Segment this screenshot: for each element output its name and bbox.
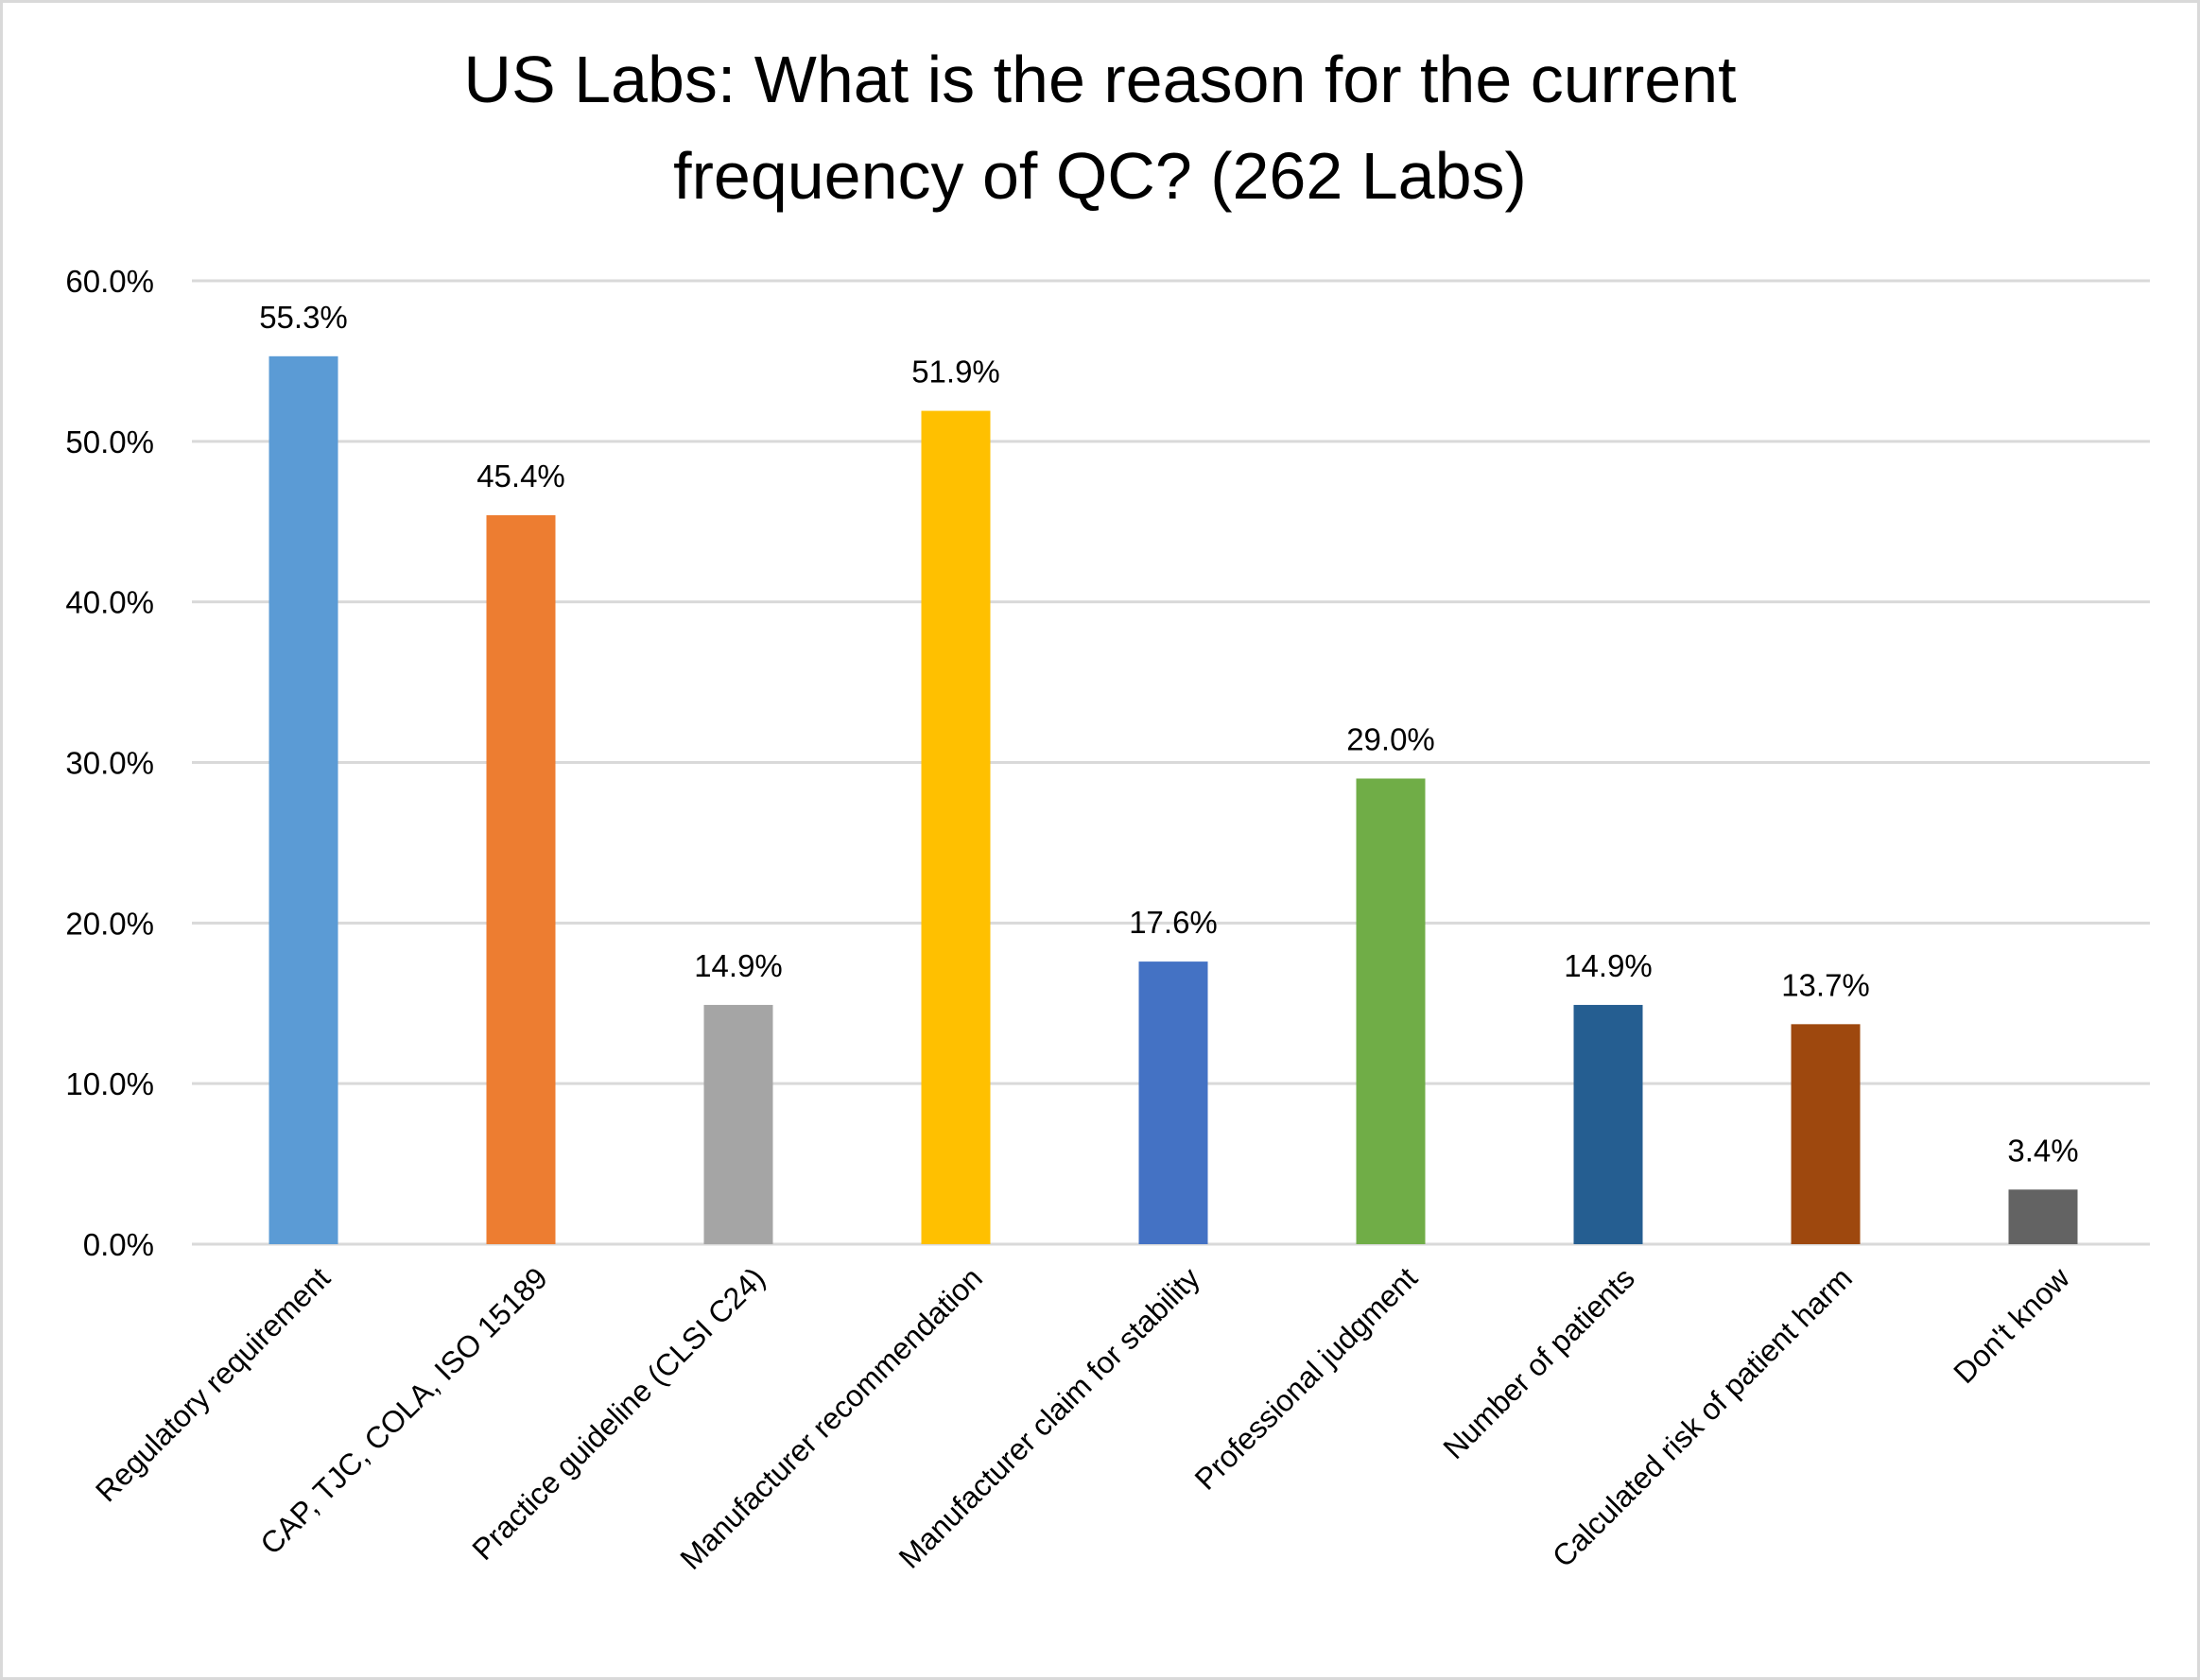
chart-title-line-1: US Labs: What is the reason for the curr…: [463, 43, 1737, 116]
y-tick-label: 50.0%: [65, 424, 154, 459]
data-label: 51.9%: [911, 355, 1000, 390]
bar: [269, 355, 338, 1244]
chart-title: US Labs: What is the reason for the curr…: [3, 31, 2197, 224]
x-tick-label: Don't know: [1947, 1260, 2076, 1390]
y-tick-label: 60.0%: [65, 264, 154, 299]
data-label: 14.9%: [694, 948, 783, 983]
y-tick-label: 10.0%: [65, 1066, 154, 1101]
bar: [1356, 778, 1426, 1244]
data-label: 45.4%: [476, 459, 565, 494]
data-label: 29.0%: [1346, 721, 1435, 756]
x-tick-label: Number of patients: [1436, 1260, 1641, 1465]
data-label: 14.9%: [1564, 948, 1653, 983]
y-tick-label: 30.0%: [65, 746, 154, 781]
data-label: 17.6%: [1129, 905, 1218, 940]
bar: [486, 514, 556, 1244]
x-tick-label: Regulatory requirement: [89, 1260, 337, 1508]
bar: [703, 1004, 773, 1244]
data-label: 3.4%: [2007, 1133, 2078, 1168]
bar-chart: 0.0% 10.0% 20.0% 30.0% 40.0% 50.0% 60.0% 55.3% R…: [65, 264, 2150, 1576]
chart-title-line-2: frequency of QC? (262 Labs): [673, 139, 1527, 213]
y-tick-label: 20.0%: [65, 906, 154, 941]
bar: [2008, 1189, 2078, 1244]
bar: [1573, 1004, 1643, 1244]
data-label: 13.7%: [1781, 967, 1870, 1002]
x-tick-label: Professional judgment: [1188, 1260, 1424, 1496]
y-tick-label: 0.0%: [83, 1227, 154, 1262]
y-tick-label: 40.0%: [65, 585, 154, 620]
bar: [1791, 1024, 1861, 1244]
bar: [1138, 961, 1208, 1244]
bar: [921, 410, 991, 1244]
data-label: 55.3%: [259, 300, 348, 335]
